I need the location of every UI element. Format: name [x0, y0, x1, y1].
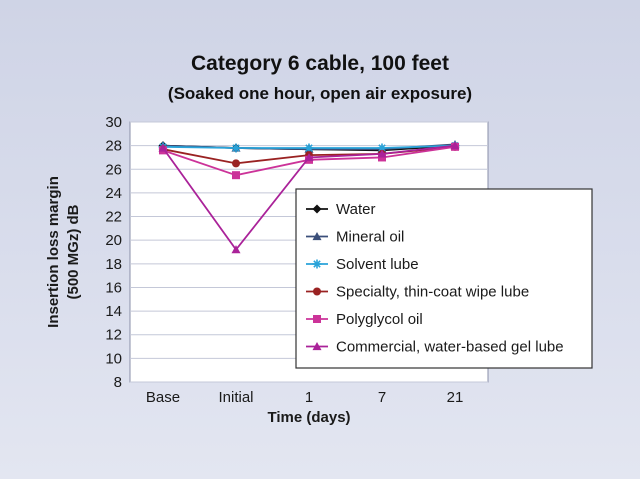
- y-tick-label: 26: [105, 161, 122, 178]
- y-tick-label: 10: [105, 350, 122, 367]
- legend-label: Specialty, thin-coat wipe lube: [336, 284, 529, 301]
- legend-label: Polyglycol oil: [336, 311, 423, 328]
- y-tick-label: 30: [105, 114, 122, 131]
- y-tick-label: 8: [114, 374, 122, 391]
- y-tick-label: 12: [105, 327, 122, 344]
- y-tick-label: 28: [105, 138, 122, 155]
- star-stroke: [378, 144, 386, 152]
- y-axis-label: Insertion loss margin: [45, 176, 62, 328]
- legend-marker: [312, 204, 322, 214]
- y-tick-label: 18: [105, 256, 122, 273]
- legend-label: Commercial, water-based gel lube: [336, 339, 564, 356]
- legend-marker: [313, 315, 321, 323]
- legend-label: Mineral oil: [336, 229, 404, 246]
- chart-title: Category 6 cable, 100 feet: [191, 52, 449, 75]
- legend: [295, 188, 593, 369]
- x-tick-label: 21: [447, 389, 464, 406]
- star-stroke: [313, 260, 321, 268]
- data-point: [231, 245, 241, 254]
- x-tick-label: 1: [305, 389, 313, 406]
- y-tick-label: 22: [105, 209, 122, 226]
- star-stroke: [305, 144, 313, 152]
- data-point: [450, 141, 460, 150]
- data-point: [304, 143, 314, 153]
- legend-marker: [312, 232, 322, 241]
- star-stroke: [232, 144, 240, 152]
- y-axis-label-unit: (500 MGz) dB: [65, 204, 82, 299]
- y-tick-label: 24: [105, 185, 122, 202]
- data-point: [304, 152, 314, 162]
- x-axis-label: Time (days): [267, 409, 350, 426]
- chart-subtitle: (Soaked one hour, open air exposure): [167, 84, 473, 103]
- data-point: [232, 171, 240, 180]
- y-tick-label: 20: [105, 232, 122, 249]
- legend-marker: [312, 342, 322, 351]
- y-tick-label: 14: [105, 303, 122, 320]
- data-point: [158, 143, 168, 152]
- legend-marker: [313, 287, 321, 296]
- data-point: [231, 143, 241, 153]
- legend-marker: [312, 259, 322, 269]
- y-tick-label: 16: [105, 279, 122, 296]
- data-point: [377, 143, 387, 153]
- x-tick-label: 7: [378, 389, 386, 406]
- x-tick-label: Initial: [218, 389, 253, 406]
- x-tick-label: Base: [146, 389, 180, 406]
- data-point: [232, 159, 240, 168]
- legend-label: Solvent lube: [336, 256, 419, 273]
- legend-label: Water: [336, 201, 375, 218]
- data-point: [377, 149, 387, 158]
